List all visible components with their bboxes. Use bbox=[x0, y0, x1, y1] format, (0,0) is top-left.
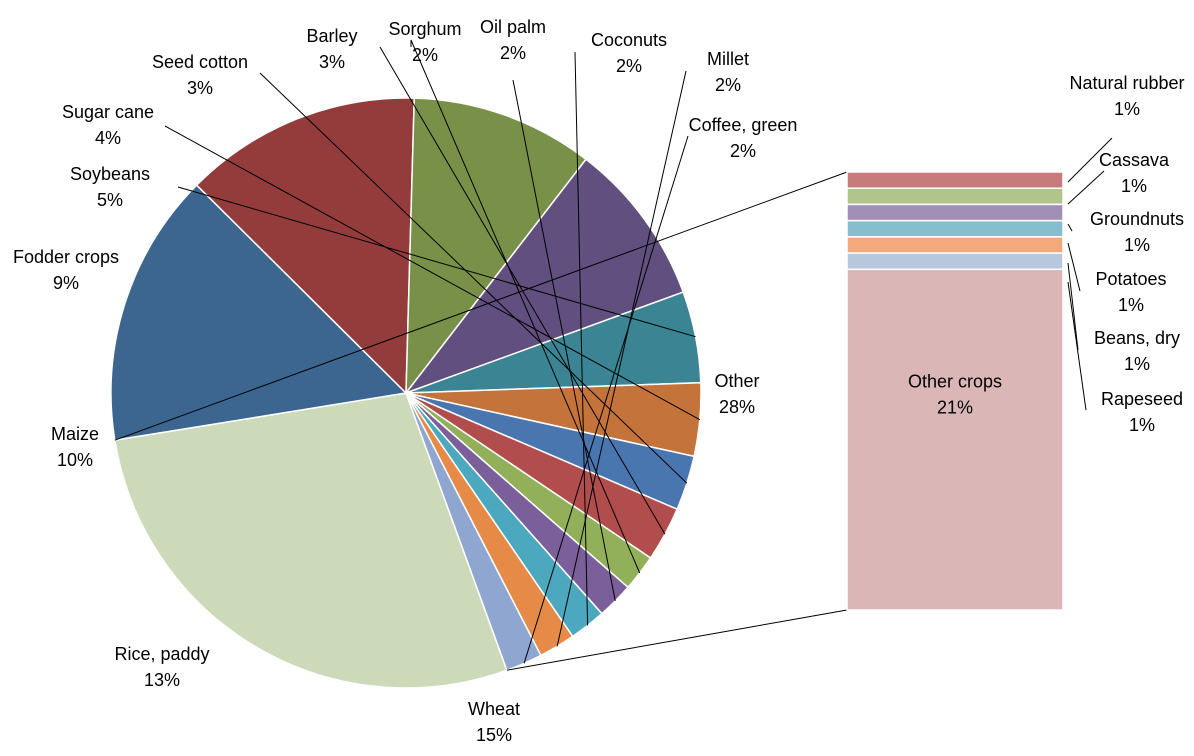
data-label-oil-palm-value: 2% bbox=[500, 43, 526, 63]
data-label-rice-paddy: Rice, paddy 13% bbox=[114, 644, 209, 690]
bar-segment-potatoes bbox=[846, 219, 1064, 238]
data-label-coconuts: Coconuts 2% bbox=[591, 30, 667, 76]
data-label-coconuts-value: 2% bbox=[616, 56, 642, 76]
pie-slice-fodder-crops bbox=[403, 158, 685, 395]
leader-line-beans-dry bbox=[1067, 262, 1079, 351]
data-label-coffee-green: Coffee, green 2% bbox=[689, 115, 798, 161]
data-label-natural-rubber-name: Natural rubber bbox=[1069, 73, 1184, 93]
data-label-sorghum: Sorghum 2% bbox=[388, 19, 461, 65]
data-label-soybeans: Soybeans 5% bbox=[70, 164, 150, 210]
data-label-oil-palm-name: Oil palm bbox=[480, 17, 546, 37]
data-label-sorghum-name: Sorghum bbox=[388, 19, 461, 39]
leader-line-coconuts bbox=[574, 51, 589, 626]
data-label-wheat-name: Wheat bbox=[468, 699, 520, 719]
data-label-potatoes: Potatoes 1% bbox=[1095, 269, 1166, 315]
data-label-oil-palm: Oil palm 2% bbox=[480, 17, 546, 63]
data-label-sugar-cane-name: Sugar cane bbox=[62, 102, 154, 122]
data-label-cassava: Cassava 1% bbox=[1099, 150, 1170, 196]
data-label-rice-paddy-name: Rice, paddy bbox=[114, 644, 209, 664]
bar-segment-groundnuts bbox=[846, 203, 1064, 222]
leader-line-potatoes bbox=[1067, 242, 1081, 292]
data-label-soybeans-name: Soybeans bbox=[70, 164, 150, 184]
leader-line-soybeans bbox=[177, 186, 696, 338]
data-label-other: Other 28% bbox=[714, 371, 759, 417]
data-label-groundnuts: Groundnuts 1% bbox=[1090, 209, 1184, 255]
data-label-seed-cotton-name: Seed cotton bbox=[152, 52, 248, 72]
data-label-groundnuts-value: 1% bbox=[1124, 235, 1150, 255]
data-label-other-name: Other bbox=[714, 371, 759, 391]
data-label-potatoes-value: 1% bbox=[1118, 295, 1144, 315]
leader-line-millet bbox=[556, 70, 687, 647]
data-label-maize-name: Maize bbox=[51, 424, 99, 444]
leader-line-coffee-green bbox=[523, 135, 689, 664]
bar-segment-beans-dry bbox=[846, 236, 1064, 254]
leader-line-sorghum bbox=[410, 39, 641, 574]
data-label-soybeans-value: 5% bbox=[97, 190, 123, 210]
data-label-sorghum-value: 2% bbox=[412, 45, 438, 65]
connector-top bbox=[114, 171, 848, 441]
data-label-beans-dry-value: 1% bbox=[1124, 354, 1150, 374]
data-label-coffee-green-value: 2% bbox=[730, 141, 756, 161]
data-label-sugar-cane-value: 4% bbox=[95, 128, 121, 148]
data-label-maize-value: 10% bbox=[57, 450, 93, 470]
data-label-cassava-name: Cassava bbox=[1099, 150, 1170, 170]
leader-line-sugar-cane bbox=[164, 125, 701, 421]
data-label-wheat-value: 15% bbox=[476, 725, 512, 745]
data-label-natural-rubber: Natural rubber 1% bbox=[1069, 73, 1184, 119]
bar-segment-rapeseed bbox=[846, 252, 1064, 271]
data-label-other-crops: Other crops 21% bbox=[908, 372, 1002, 418]
leader-line-barley bbox=[379, 46, 666, 535]
data-label-natural-rubber-value: 1% bbox=[1114, 99, 1140, 119]
leader-line-cassava bbox=[1067, 170, 1105, 205]
data-label-coffee-green-name: Coffee, green bbox=[689, 115, 798, 135]
bar-segment-natural-rubber bbox=[846, 171, 1064, 189]
pie-slice-rice-paddy bbox=[195, 97, 416, 395]
stacked-bar bbox=[846, 171, 1064, 611]
data-label-rapeseed-value: 1% bbox=[1129, 415, 1155, 435]
data-label-groundnuts-name: Groundnuts bbox=[1090, 209, 1184, 229]
data-label-rapeseed: Rapeseed 1% bbox=[1101, 389, 1183, 435]
data-label-millet-name: Millet bbox=[707, 49, 749, 69]
bar-segment-other-crops bbox=[846, 268, 1064, 611]
data-label-beans-dry: Beans, dry 1% bbox=[1094, 328, 1180, 374]
data-label-barley-value: 3% bbox=[319, 52, 345, 72]
data-label-rice-paddy-value: 13% bbox=[144, 670, 180, 690]
pie bbox=[110, 97, 702, 689]
data-label-millet-value: 2% bbox=[715, 75, 741, 95]
pie-slice-wheat bbox=[110, 184, 408, 442]
data-label-beans-dry-name: Beans, dry bbox=[1094, 328, 1180, 348]
leader-line-groundnuts bbox=[1067, 223, 1073, 232]
pie-slice-other bbox=[113, 392, 508, 689]
data-label-barley-name: Barley bbox=[306, 26, 357, 46]
data-label-seed-cotton: Seed cotton 3% bbox=[152, 52, 248, 98]
leader-line-natural-rubber bbox=[1067, 137, 1113, 183]
leader-line-seed-cotton bbox=[259, 72, 688, 484]
data-label-barley: Barley 3% bbox=[306, 26, 357, 72]
data-label-rapeseed-name: Rapeseed bbox=[1101, 389, 1183, 409]
data-labels: Other 28% Wheat 15% Rice, paddy 13% Maize 10% Fo… bbox=[13, 17, 1185, 745]
pie-to-bar-connectors bbox=[114, 171, 848, 671]
data-label-coconuts-name: Coconuts bbox=[591, 30, 667, 50]
data-label-potatoes-name: Potatoes bbox=[1095, 269, 1166, 289]
data-label-cassava-value: 1% bbox=[1121, 176, 1147, 196]
data-label-other-value: 28% bbox=[719, 397, 755, 417]
connector-bottom bbox=[506, 609, 848, 671]
data-label-sugar-cane: Sugar cane 4% bbox=[62, 102, 154, 148]
data-label-maize: Maize 10% bbox=[51, 424, 99, 470]
data-label-fodder-crops: Fodder crops 9% bbox=[13, 247, 119, 293]
data-label-wheat: Wheat 15% bbox=[468, 699, 520, 745]
data-label-millet: Millet 2% bbox=[707, 49, 749, 95]
data-label-fodder-crops-value: 9% bbox=[53, 273, 79, 293]
data-label-other-crops-name: Other crops bbox=[908, 372, 1002, 392]
data-label-fodder-crops-name: Fodder crops bbox=[13, 247, 119, 267]
leader-line-rapeseed bbox=[1067, 281, 1087, 411]
data-label-other-crops-value: 21% bbox=[937, 398, 973, 418]
bar-segment-cassava bbox=[846, 187, 1064, 206]
data-label-seed-cotton-value: 3% bbox=[187, 78, 213, 98]
leader-line-oil-palm bbox=[512, 79, 616, 601]
